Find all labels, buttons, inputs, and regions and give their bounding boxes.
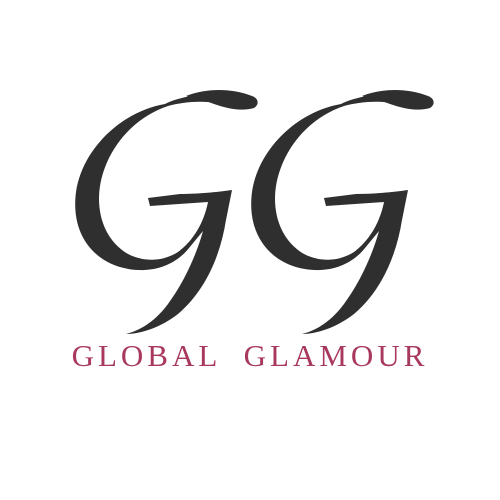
g-letter-right [251,90,434,334]
g-letter-left [75,90,258,334]
brand-name: GLOBAL GLAMOUR [71,338,429,373]
